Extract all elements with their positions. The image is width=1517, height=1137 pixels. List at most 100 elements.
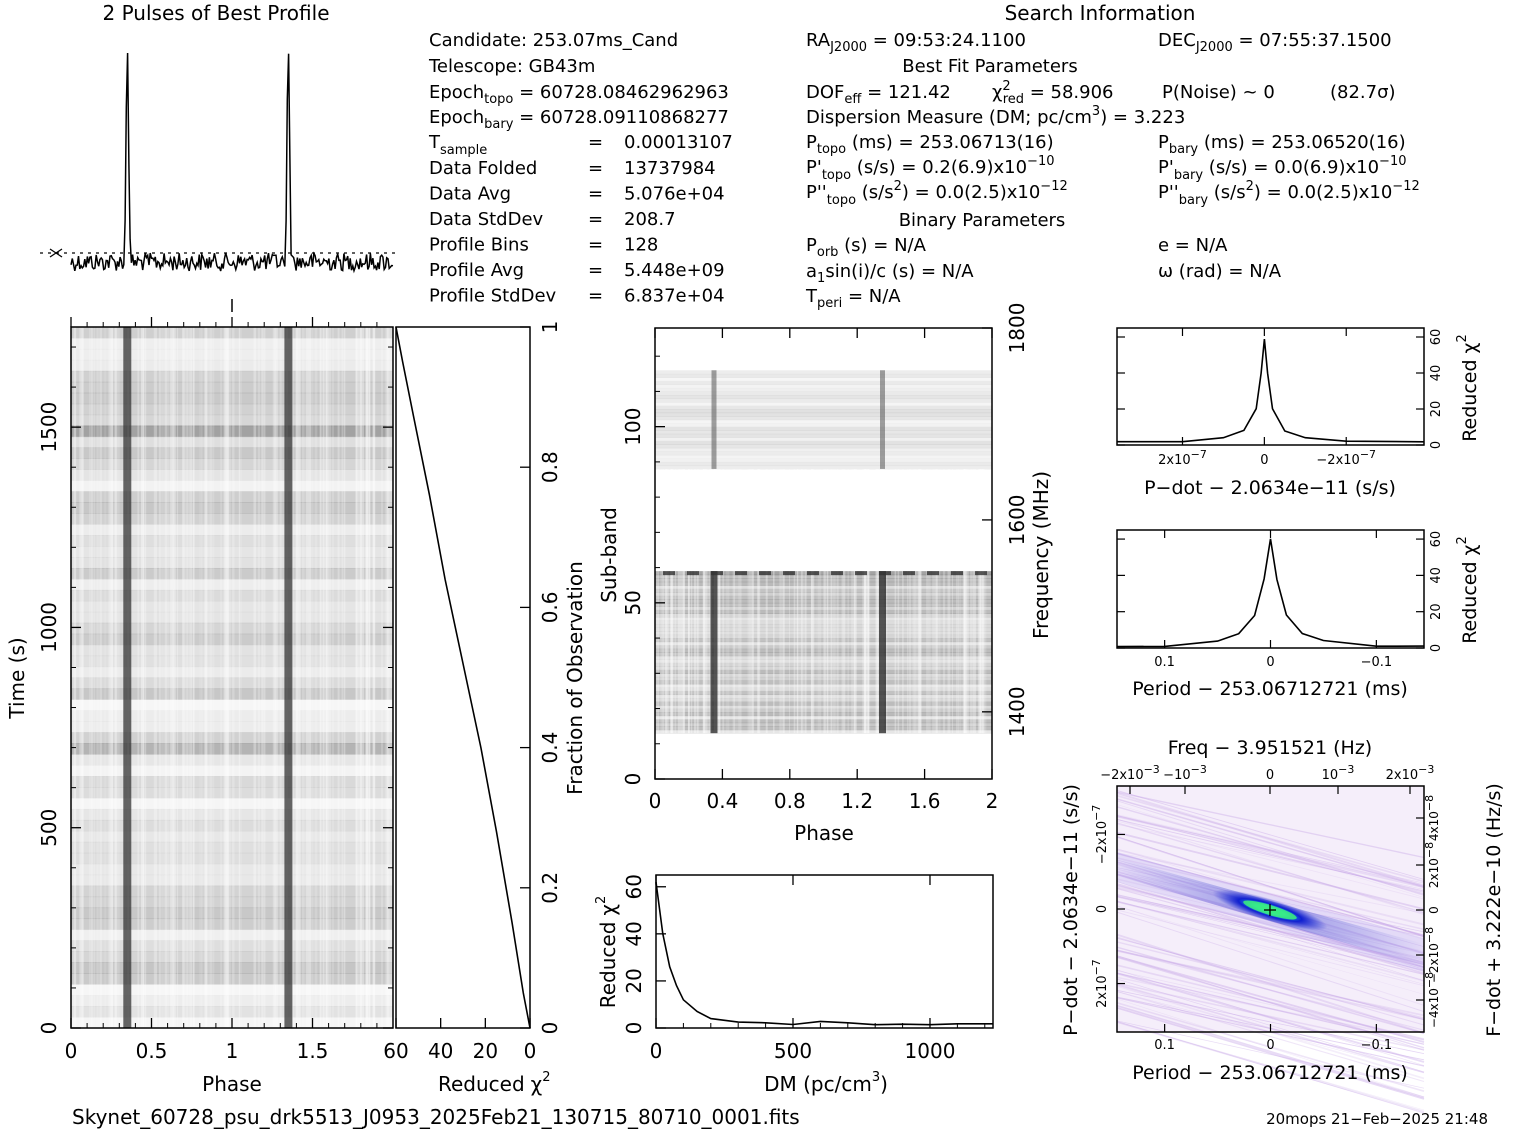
time-tick-label: 1000 — [37, 602, 61, 653]
pp-plane-panel: 0.1 0 −0.1 −2x10−3 −10−3 0 10−3 2x10−3 −2x10−7 0 2… — [1060, 737, 1505, 1114]
subband-row — [655, 437, 992, 442]
info-row-value: 13737984 — [624, 158, 716, 179]
heatmap-row — [71, 578, 393, 591]
heatmap-row — [71, 732, 393, 744]
pp-pdot-ylabel: P−dot − 2.0634e−11 (s/s) — [1060, 784, 1082, 1036]
subband-row — [655, 430, 992, 435]
pp-x-tick-label: 0.1 — [1154, 1038, 1175, 1053]
chi-time-frame — [395, 326, 531, 1029]
heatmap-row — [71, 765, 393, 777]
heatmap-row — [71, 557, 393, 569]
subband-row — [655, 380, 992, 385]
heatmap-row — [71, 524, 393, 536]
dm-tick-label: 500 — [774, 1039, 812, 1063]
curve-y-tick-label: 40 — [1429, 567, 1444, 584]
curve-x-tick-label: −0.1 — [1361, 655, 1393, 670]
time-phase-panel: 0 500 1000 1500 0 0.5 1 1.5 Time (s) Phase — [5, 317, 395, 1096]
subband-row — [655, 592, 992, 597]
subband-row — [655, 708, 992, 713]
dm-curve-line — [655, 881, 993, 1026]
heatmap-row — [71, 863, 393, 876]
heatmap-row — [71, 381, 393, 394]
heatmap-row — [71, 513, 393, 525]
pulse-track — [710, 571, 718, 734]
chi-time-line — [395, 326, 531, 1029]
info-left: Candidate: 253.07ms_Cand Telescope: GB43… — [428, 30, 733, 307]
candidate-line: Candidate: 253.07ms_Cand — [429, 30, 678, 51]
subband-row — [655, 652, 992, 657]
heatmap-row — [71, 918, 393, 931]
curve-y-tick-label: 0 — [1429, 441, 1444, 449]
pp-freq-tick-label: 0 — [1266, 768, 1274, 783]
subband-row — [655, 440, 992, 445]
subband-row — [655, 444, 992, 449]
subband-panel: 0 50 100 1400 1600 1800 0 0.4 0.8 1.2 1.6 2 Sub-ban… — [597, 303, 1053, 845]
period-xlabel: Period − 253.06712721 (ms) — [1132, 678, 1408, 700]
subband-phase-tick-label: 0.8 — [774, 789, 806, 813]
time-phase-heatmap — [71, 327, 395, 1029]
subband-phase-tick-label: 1.2 — [841, 789, 873, 813]
heatmap-row — [71, 546, 393, 558]
curve-y-tick-label: 60 — [1429, 531, 1444, 548]
pp-freq-tick-label: 10−3 — [1322, 763, 1355, 783]
curve-x-tick-label: −2x10−7 — [1316, 448, 1376, 468]
subband-row — [655, 447, 992, 452]
subband-row — [655, 726, 992, 731]
subband-row — [655, 401, 992, 407]
fraction-tick-label: 1 — [538, 321, 562, 334]
subband-row — [655, 606, 992, 611]
pp-freq-tick-label: 2x10−3 — [1386, 763, 1435, 783]
curve-x-tick-label: 0 — [1266, 655, 1274, 670]
heatmap-row — [71, 458, 393, 470]
subband-row — [655, 722, 992, 727]
heatmap-row — [71, 819, 393, 832]
subband-row — [655, 623, 992, 629]
subband-row — [655, 571, 992, 576]
info-row-eq: = — [588, 184, 603, 205]
period-panel: 0.1 0 −0.1 0 20 40 60 Period − 253.06712721 (m… — [1116, 529, 1481, 700]
subband-row — [655, 683, 992, 688]
dec-line: DECJ2000 = 07:55:37.1500 — [1158, 30, 1392, 55]
pp-x-tick-label: −0.1 — [1361, 1038, 1393, 1053]
dof-line: DOFeff = 121.42 — [806, 82, 951, 107]
pp-period-xlabel: Period − 253.06712721 (ms) — [1132, 1062, 1408, 1084]
heatmap-row — [71, 491, 393, 503]
heatmap-row — [71, 436, 393, 449]
info-row-eq: = — [588, 158, 603, 179]
subband-row — [655, 715, 992, 720]
subband-heatmap — [655, 370, 992, 734]
pp-freq-tick-label: −10−3 — [1163, 763, 1207, 783]
info-rows: Data Folded = 13737984 Data Avg = 5.076e+04 Da… — [429, 158, 725, 307]
curve-x-tick-label: 0.1 — [1154, 655, 1175, 670]
time-tick-label: 1500 — [37, 402, 61, 453]
subband-row — [655, 384, 992, 389]
heatmap-row — [71, 589, 393, 602]
dm-chi-tick-label: 0 — [622, 1022, 646, 1035]
heatmap-row — [71, 885, 393, 898]
subband-row — [655, 419, 992, 424]
subband-row — [655, 588, 992, 593]
pdot-ylabel: Reducedχ2 — [1455, 334, 1481, 442]
pp-fdot-ylabel: F−dot + 3.222e−10 (Hz/s) — [1483, 783, 1505, 1037]
omega-line: ω (rad) = N/A — [1158, 261, 1282, 282]
profile-title: 2 Pulses of Best Profile — [103, 1, 330, 25]
heatmap-row — [71, 425, 393, 438]
heatmap-row — [71, 502, 393, 514]
heatmap-row — [71, 480, 393, 492]
time-tick-label: 0 — [37, 1022, 61, 1035]
fraction-tick-label: 0.6 — [538, 591, 562, 623]
frequency-tick-label: 1400 — [1005, 686, 1029, 737]
heatmap-row — [71, 830, 393, 843]
heatmap-row — [71, 644, 393, 657]
curve-x-tick-label: 2x10−7 — [1158, 448, 1207, 468]
info-row-label: Data Folded — [429, 158, 537, 179]
info-mid: RAJ2000 = 09:53:24.1100 DECJ2000 = 07:55… — [805, 30, 1420, 311]
subband-row — [655, 595, 992, 600]
info-row-value: 5.448e+09 — [624, 260, 725, 281]
heatmap-row — [71, 600, 393, 613]
heatmap-row — [71, 666, 393, 679]
subband-phase-label: Phase — [794, 821, 854, 845]
tsample-eq: = — [588, 132, 603, 153]
heatmap-row — [71, 699, 393, 711]
subband-row — [655, 641, 992, 646]
